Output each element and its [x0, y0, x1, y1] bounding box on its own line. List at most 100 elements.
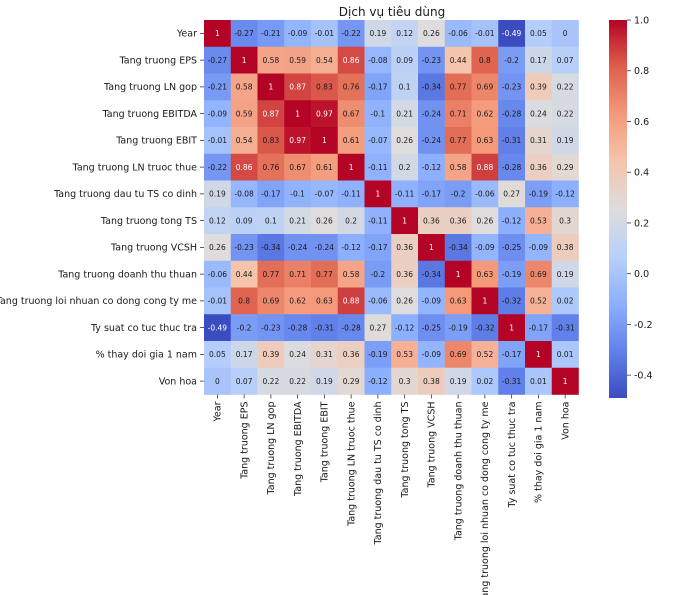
cell-value-label: 0.09: [236, 216, 253, 225]
cell-value-label: 0.61: [316, 163, 333, 172]
cell-value-label: -0.22: [208, 163, 228, 172]
cell-value-label: 0.53: [396, 350, 413, 359]
heatmap-cell: [230, 73, 258, 101]
cell-value-label: -0.23: [502, 83, 522, 92]
column-label: Tang truong EBITDA: [293, 401, 304, 497]
heatmap-cell: [230, 100, 258, 128]
cell-value-label: 0.44: [450, 56, 467, 65]
cell-value-label: -0.22: [341, 29, 361, 38]
heatmap-cell: [444, 207, 472, 235]
heatmap-cell: [444, 314, 472, 342]
heatmap-cell: [311, 127, 339, 155]
cell-value-label: 0.77: [450, 136, 467, 145]
heatmap-cell: [471, 207, 499, 235]
heatmap-cell: [418, 367, 446, 395]
cell-value-label: 0.26: [396, 136, 413, 145]
heatmap-cell: [364, 73, 392, 101]
cell-value-label: 0.53: [530, 216, 547, 225]
heatmap-cell: [311, 180, 339, 208]
heatmap-cell: [498, 367, 526, 395]
colorbar-tick-label: 0.4: [634, 168, 649, 179]
cell-value-label: 0.21: [396, 109, 413, 118]
heatmap-cell: [525, 207, 553, 235]
heatmap-cell: [204, 20, 232, 48]
heatmap-cell: [337, 127, 365, 155]
cell-value-label: -0.34: [261, 243, 281, 252]
heatmap-cell: [284, 180, 312, 208]
cell-value-label: -0.12: [395, 323, 415, 332]
heatmap-cell: [498, 153, 526, 181]
cell-value-label: -0.32: [475, 323, 495, 332]
heatmap-cell: [471, 127, 499, 155]
cell-value-label: -0.07: [368, 136, 388, 145]
heatmap-cell: [444, 341, 472, 369]
cell-value-label: -0.24: [288, 243, 308, 252]
cell-value-label: 0.29: [343, 377, 360, 386]
heatmap-cell: [204, 314, 232, 342]
cell-value-label: 0.63: [450, 297, 467, 306]
heatmap-cell: [444, 127, 472, 155]
heatmap-cell: [551, 234, 579, 262]
heatmap-cell: [337, 234, 365, 262]
cell-value-label: 0.19: [316, 377, 333, 386]
cell-value-label: -0.28: [341, 323, 361, 332]
cell-value-label: -0.19: [502, 270, 522, 279]
cell-value-label: -0.17: [368, 243, 388, 252]
heatmap-cell: [364, 100, 392, 128]
row-label: Tang truong LN gop: [103, 82, 197, 93]
column-labels: Year Tang truong EPS Tang truong LN gop Tan…: [213, 394, 571, 595]
heatmap-cell: [418, 180, 446, 208]
heatmap-cell: [364, 341, 392, 369]
cell-value-label: -0.31: [502, 377, 522, 386]
cell-value-label: -0.19: [368, 350, 388, 359]
cell-value-label: 0.01: [557, 350, 574, 359]
colorbar-tick-label: -0.2: [634, 320, 653, 331]
heatmap-cell: [257, 234, 285, 262]
heatmap-cell: [311, 287, 339, 315]
cell-value-label: 0.22: [263, 377, 280, 386]
heatmap-cell: [525, 127, 553, 155]
heatmap-cell: [311, 20, 339, 48]
heatmap-cell: [284, 341, 312, 369]
heatmap-cell: [364, 287, 392, 315]
heatmap-cell: [337, 341, 365, 369]
heatmap-cell: [284, 314, 312, 342]
heatmap-cell: [418, 73, 446, 101]
cell-value-label: -0.19: [529, 190, 549, 199]
heatmap-cell: [230, 341, 258, 369]
heatmap-cell: [337, 46, 365, 74]
heatmap-cells: 1 -0.27 -0.21 -0.09 -0.01 -0.22 0.19 0.12 0.26 -0…: [204, 20, 579, 395]
row-label: Tang truong tong TS: [100, 216, 197, 227]
row-label: Tang truong doanh thu thuan: [57, 269, 197, 280]
cell-value-label: -0.01: [475, 29, 495, 38]
heatmap-cell: [391, 314, 419, 342]
cell-value-label: -0.31: [555, 323, 575, 332]
heatmap-cell: [444, 20, 472, 48]
heatmap-cell: [444, 260, 472, 288]
heatmap-cell: [471, 100, 499, 128]
cell-value-label: 1: [429, 243, 434, 252]
cell-value-label: 1: [509, 323, 514, 332]
cell-value-label: -0.12: [422, 163, 442, 172]
cell-value-label: 0.05: [530, 29, 547, 38]
heatmap-cell: [391, 73, 419, 101]
heatmap-cell: [525, 46, 553, 74]
heatmap-cell: [337, 367, 365, 395]
heatmap-cell: [364, 153, 392, 181]
heatmap-cell: [418, 341, 446, 369]
cell-value-label: 0.36: [396, 270, 413, 279]
heatmap-cell: [418, 314, 446, 342]
column-label: Tang truong LN gop: [266, 402, 277, 496]
heatmap-cell: [337, 20, 365, 48]
heatmap-cell: [418, 127, 446, 155]
cell-value-label: 0.58: [450, 163, 467, 172]
cell-value-label: -0.11: [368, 216, 388, 225]
cell-value-label: 0.2: [345, 216, 357, 225]
heatmap-cell: [364, 180, 392, 208]
cell-value-label: 0.19: [557, 136, 574, 145]
heatmap-cell: [418, 100, 446, 128]
heatmap-cell: [391, 100, 419, 128]
heatmap-cell: [230, 287, 258, 315]
heatmap-cell: [444, 100, 472, 128]
